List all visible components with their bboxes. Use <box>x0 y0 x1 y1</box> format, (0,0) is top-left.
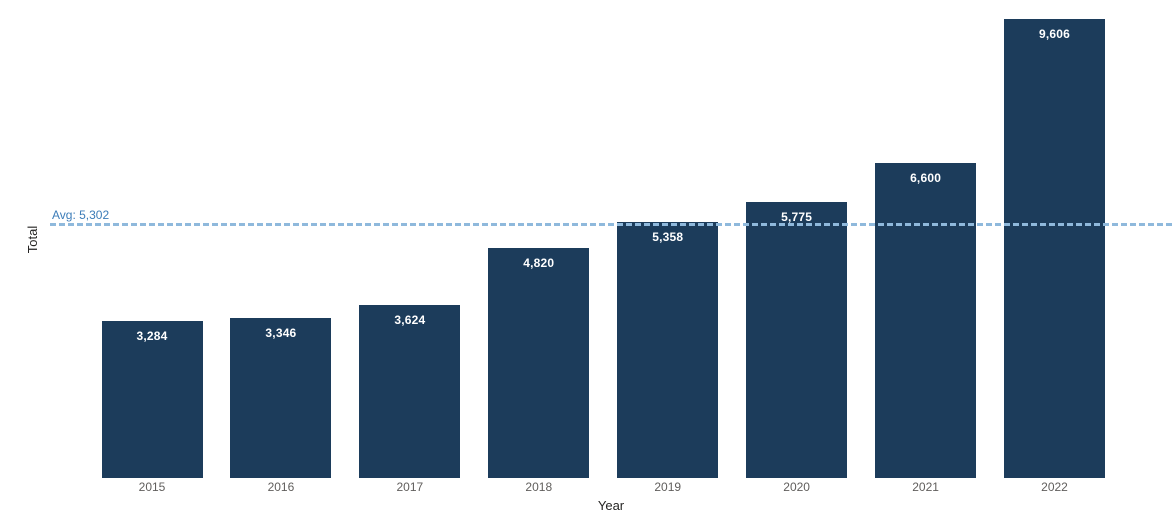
bar[interactable]: 9,606 <box>1004 19 1105 478</box>
bar[interactable]: 3,284 <box>101 321 203 478</box>
bar-value-label: 5,358 <box>652 230 684 244</box>
bar-value-label: 6,600 <box>910 171 942 185</box>
x-axis-labels: 2015 2016 2017 2018 2019 2020 2021 2022 <box>50 480 1172 496</box>
bar[interactable]: 5,775 <box>746 202 848 478</box>
bar-value-label: 9,606 <box>1038 27 1071 41</box>
x-tick-label: 2019 <box>654 480 682 494</box>
bar[interactable]: 4,820 <box>488 248 590 478</box>
bar-value-label: 3,346 <box>265 326 297 340</box>
average-line-label: Avg: 5,302 <box>52 208 110 222</box>
x-tick-label: 2017 <box>396 480 424 494</box>
bar-value-label: 5,775 <box>781 210 813 224</box>
x-tick-label: 2016 <box>267 480 295 494</box>
bar[interactable]: 3,346 <box>230 318 332 478</box>
x-tick-label: 2020 <box>783 480 810 494</box>
x-tick-label: 2015 <box>138 480 166 494</box>
bar-value-label: 4,820 <box>523 256 555 270</box>
x-tick-label: 2022 <box>1041 480 1068 494</box>
plot-area: 3,284 3,346 3,624 4,820 5,358 5,775 6,600 9,606… <box>50 0 1172 478</box>
y-axis-title: Total <box>24 0 42 478</box>
y-axis-title-text: Total <box>25 225 41 253</box>
bar-value-label: 3,624 <box>394 313 426 327</box>
x-tick-label: 2021 <box>912 480 939 494</box>
bar[interactable]: 5,358 <box>617 222 719 478</box>
x-tick-label: 2018 <box>525 480 553 494</box>
bar[interactable]: 3,624 <box>359 305 461 478</box>
bar[interactable]: 6,600 <box>875 163 977 478</box>
x-axis-title: Year <box>597 498 625 513</box>
average-line <box>50 223 1172 226</box>
bar-value-label: 3,284 <box>136 329 168 343</box>
